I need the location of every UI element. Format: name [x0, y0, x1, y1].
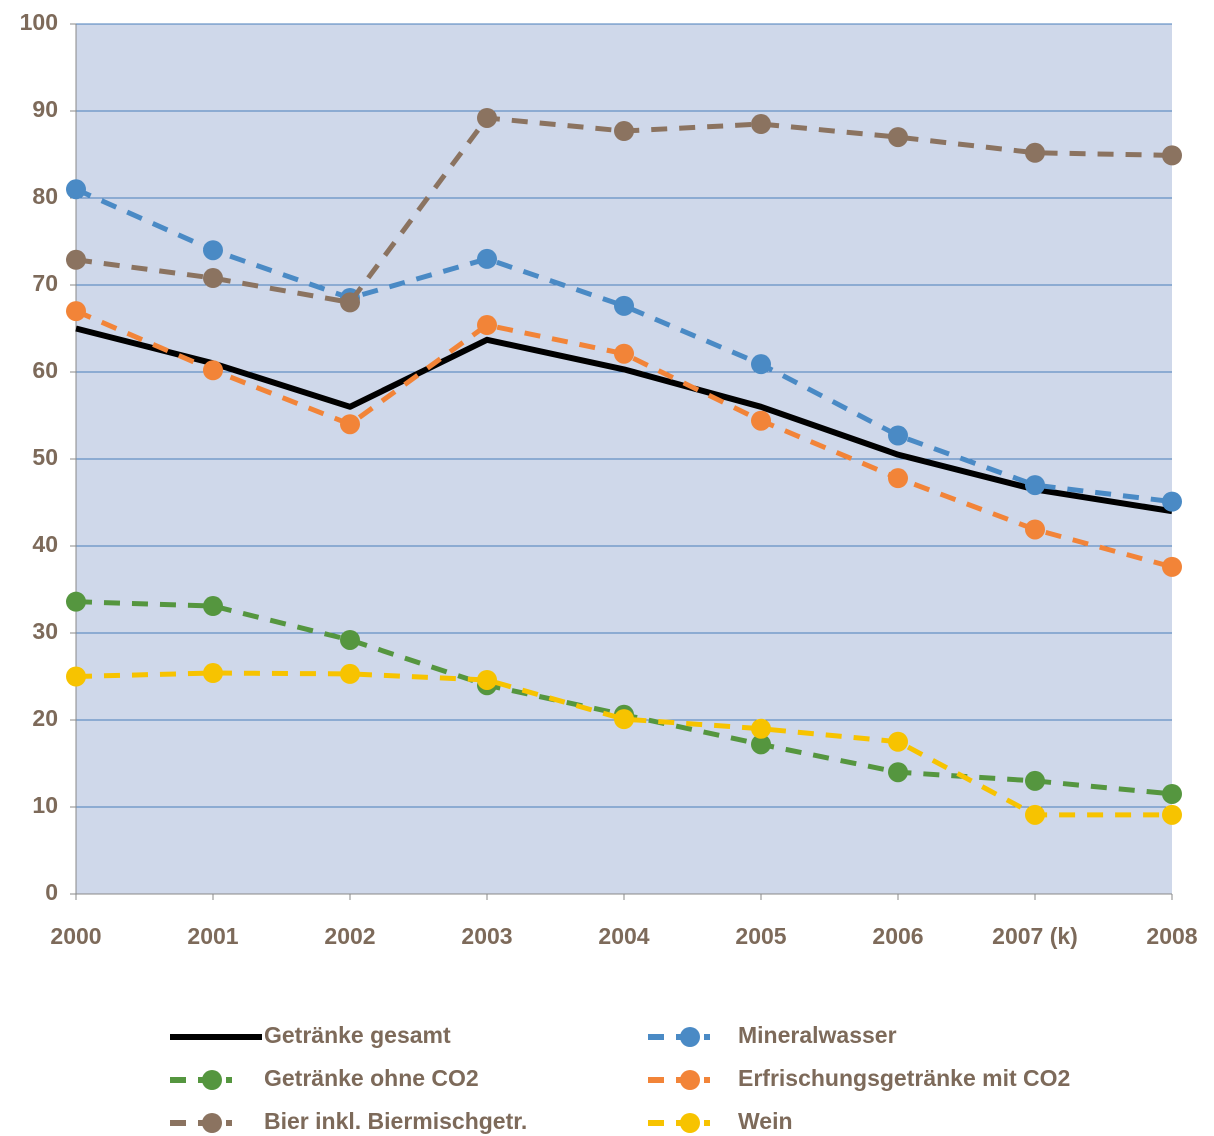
data-point: [751, 410, 771, 431]
data-point: [203, 663, 223, 684]
data-point: [1025, 519, 1045, 540]
x-tick-label: 2008: [1146, 923, 1197, 949]
legend-label: Mineralwasser: [738, 1022, 897, 1048]
y-tick-label: 30: [32, 618, 58, 644]
data-point: [340, 292, 360, 313]
legend-marker: [202, 1070, 222, 1090]
legend-label: Bier inkl. Biermischgetr.: [264, 1108, 527, 1134]
data-point: [888, 731, 908, 752]
data-point: [66, 301, 86, 322]
data-point: [66, 666, 86, 687]
data-point: [1025, 142, 1045, 163]
data-point: [477, 248, 497, 269]
series-line: [75, 308, 1173, 570]
data-point: [751, 718, 771, 739]
data-point: [1162, 783, 1182, 804]
y-tick-label: 60: [32, 357, 58, 383]
legend-label: Getränke ohne CO2: [264, 1065, 479, 1091]
data-point: [751, 354, 771, 375]
data-point: [1162, 804, 1182, 825]
data-point: [340, 414, 360, 435]
series-line: [74, 187, 1173, 505]
data-point: [1162, 491, 1182, 512]
data-point: [203, 360, 223, 381]
data-point: [614, 709, 634, 730]
data-point: [888, 468, 908, 489]
series-line: [75, 325, 1173, 515]
data-point: [203, 240, 223, 261]
data-point: [340, 629, 360, 650]
legend-marker: [680, 1070, 700, 1090]
data-point: [477, 669, 497, 690]
data-point: [614, 121, 634, 142]
y-tick-label: 70: [32, 270, 58, 296]
data-point: [477, 107, 497, 128]
legend-marker: [680, 1027, 700, 1047]
data-point: [340, 663, 360, 684]
x-tick-label: 2004: [598, 923, 649, 949]
x-tick-label: 2001: [187, 923, 238, 949]
x-tick-label: 2007 (k): [992, 923, 1078, 949]
data-point: [888, 425, 908, 446]
x-tick-label: 2000: [50, 923, 101, 949]
y-tick-label: 40: [32, 531, 58, 557]
data-point: [614, 343, 634, 364]
y-tick-label: 20: [32, 705, 58, 731]
x-tick-label: 2002: [324, 923, 375, 949]
legend-marker: [680, 1113, 700, 1133]
data-point: [1162, 556, 1182, 577]
x-tick-label: 2006: [872, 923, 923, 949]
data-point: [751, 114, 771, 135]
series-line: [75, 670, 1172, 818]
data-point: [1025, 475, 1045, 496]
legend-label: Getränke gesamt: [264, 1022, 451, 1048]
x-tick-label: 2003: [461, 923, 512, 949]
y-tick-label: 10: [32, 792, 58, 818]
data-point: [751, 734, 771, 755]
y-tick-label: 0: [45, 879, 58, 905]
data-point: [203, 596, 223, 617]
legend-label: Erfrischungsgetränke mit CO2: [738, 1065, 1070, 1091]
data-point: [888, 762, 908, 783]
y-tick-label: 50: [32, 444, 58, 470]
data-point: [66, 249, 86, 270]
data-point: [614, 295, 634, 316]
data-point: [203, 268, 223, 289]
data-point: [66, 591, 86, 612]
data-point: [66, 179, 86, 200]
data-point: [888, 127, 908, 148]
y-tick-label: 80: [32, 183, 58, 209]
data-point: [477, 315, 497, 336]
data-point: [1025, 804, 1045, 825]
legend-marker: [202, 1113, 222, 1133]
data-point: [1162, 145, 1182, 166]
y-tick-label: 100: [20, 9, 58, 35]
data-point: [1025, 770, 1045, 791]
x-tick-label: 2005: [735, 923, 786, 949]
legend-label: Wein: [738, 1108, 793, 1134]
y-tick-label: 90: [32, 96, 58, 122]
